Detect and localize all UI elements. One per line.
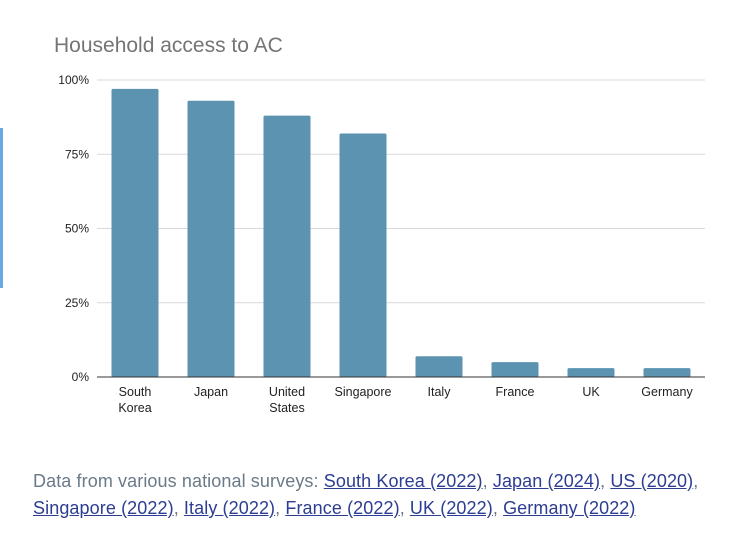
x-tick-label: UK [582, 385, 600, 399]
bar-chart: Household access to AC 0% 25% 50% 75% 100% Sou… [54, 34, 705, 415]
source-link-uk[interactable]: UK (2022) [409, 498, 493, 518]
caption-separator: , [693, 471, 699, 491]
bar [491, 362, 539, 377]
source-link-singapore[interactable]: Singapore (2022) [33, 498, 174, 518]
caption-separator: , [399, 498, 410, 518]
bar [415, 356, 463, 377]
source-link-italy[interactable]: Italy (2022) [183, 498, 276, 518]
caption-separator: , [492, 498, 504, 518]
bar [263, 115, 311, 377]
x-tick-label: Japan [194, 385, 228, 399]
x-tick-label: Germany [641, 385, 693, 399]
y-tick-label: 0% [72, 370, 90, 384]
y-tick-label: 25% [65, 296, 89, 310]
y-tick-label: 75% [65, 147, 89, 161]
x-tick-label: Italy [428, 385, 452, 399]
y-tick-label: 50% [65, 222, 89, 236]
source-link-japan[interactable]: Japan (2024) [492, 471, 601, 491]
caption-separator: , [600, 471, 611, 491]
chart-title: Household access to AC [54, 34, 283, 57]
source-link-us[interactable]: US (2020) [610, 471, 694, 491]
bar [567, 368, 615, 377]
x-tick-label: United States [269, 385, 305, 415]
caption-separator: , [275, 498, 286, 518]
source-link-france[interactable]: France (2022) [285, 498, 400, 518]
caption-separator: , [482, 471, 493, 491]
caption-prefix: Data from various national surveys: [33, 471, 324, 491]
x-tick-label: Singapore [335, 385, 392, 399]
bar [339, 133, 387, 377]
caption-separator: , [173, 498, 184, 518]
bar [111, 88, 159, 377]
bar [187, 100, 235, 377]
x-tick-label: South Korea [118, 385, 151, 415]
bar [643, 368, 691, 377]
source-link-south-korea[interactable]: South Korea (2022) [323, 471, 483, 491]
source-link-germany[interactable]: Germany (2022) [503, 498, 636, 518]
x-tick-label: France [496, 385, 535, 399]
chart-container: Household access to AC 0% 25% 50% 75% 100% Sou… [54, 34, 705, 415]
y-tick-label: 100% [58, 73, 89, 87]
source-caption: Data from various national surveys: Sout… [33, 468, 713, 522]
left-accent-bar [0, 128, 3, 288]
